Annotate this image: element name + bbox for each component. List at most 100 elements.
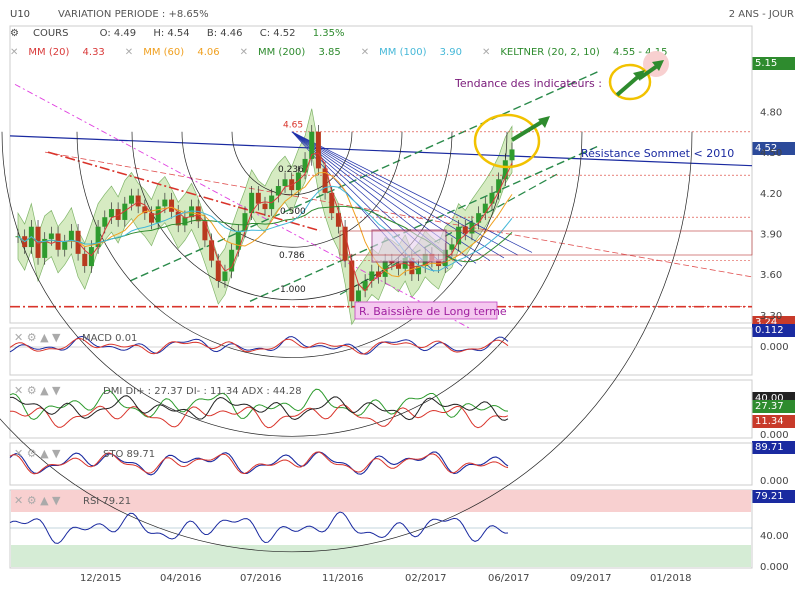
- y-tick-label: 4.50: [760, 148, 782, 159]
- candle-body: [215, 260, 221, 281]
- ma-legend-item[interactable]: ✕ MM (20) 4.33: [10, 47, 105, 58]
- di-plus-tag: 27.37: [752, 400, 795, 413]
- rsi-panel-controls: ✕ ⚙ ▲ ▼: [14, 494, 61, 507]
- channel-line-upper: [129, 70, 601, 282]
- series-settings[interactable]: ⚙ COURS: [10, 28, 69, 39]
- candle-body: [108, 209, 114, 218]
- candle-body: [449, 244, 455, 250]
- rsi-tag: 79.21: [752, 490, 795, 503]
- di-minus-tag: 11.34: [752, 415, 795, 428]
- breakout-oval: [473, 113, 541, 169]
- rsi-oversold-zone: [11, 545, 751, 567]
- candle-body: [262, 203, 268, 210]
- candle-body: [62, 241, 68, 250]
- candle-body: [489, 192, 495, 204]
- rsi-legend: RSI 79.21: [83, 496, 131, 507]
- price-tag: 5.15: [752, 57, 795, 70]
- macd-line: [9, 335, 509, 355]
- adx-line: [10, 395, 509, 421]
- candle-body: [462, 226, 468, 234]
- candle-body: [322, 168, 328, 193]
- fib-05-label: 0.500: [280, 207, 306, 217]
- candle-body: [222, 271, 228, 281]
- sto-zero-label: 0.000: [760, 476, 789, 487]
- fib-arc: [181, 131, 403, 248]
- close-value: C: 4.52 1.35%: [259, 28, 345, 39]
- trend-arrowhead: [633, 70, 645, 81]
- ma-legend-item[interactable]: ✕ MM (60) 4.06: [124, 47, 220, 58]
- candle-body: [202, 221, 208, 241]
- candle-body: [48, 233, 54, 239]
- candle-body: [128, 195, 134, 204]
- candle-body: [68, 230, 74, 242]
- candle-body: [295, 172, 301, 191]
- ma-value: 4.55 - 4.15: [612, 47, 668, 58]
- fib-1-label: 1.000: [280, 285, 306, 295]
- long-term-bearish-line: [14, 83, 471, 329]
- macd-panel-controls: ✕ ⚙ ▲ ▼: [14, 331, 61, 344]
- sto-panel: [9, 442, 753, 486]
- dmi-zero-label: 0.000: [760, 430, 789, 441]
- candle-body: [149, 213, 155, 223]
- x-tick-label: 11/2016: [322, 573, 364, 584]
- ma-legend-item[interactable]: ✕ MM (200) 3.85: [239, 47, 341, 58]
- resistance-text: Résistance Sommet < 2010: [581, 147, 734, 160]
- ohlc-legend: ⚙ COURS O: 4.49 H: 4.54 B: 4.46 C: 4.52 1…: [10, 28, 510, 42]
- candle-body: [335, 213, 341, 227]
- candle-body: [369, 271, 375, 281]
- x-tick-label: 04/2016: [160, 573, 202, 584]
- moving-average-line: [17, 185, 513, 272]
- consolidation-box: [371, 229, 447, 263]
- x-tick-label: 06/2017: [488, 573, 530, 584]
- ma-label: MM (100): [379, 47, 430, 58]
- ma-legend-item[interactable]: ✕ KELTNER (20, 2, 10) 4.55 - 4.15: [481, 47, 668, 58]
- candle-body: [362, 280, 368, 291]
- candle-body: [282, 179, 288, 187]
- di-plus-line: [9, 388, 509, 421]
- candle-body: [255, 192, 261, 204]
- period-selector[interactable]: 2 ANS - JOUR: [728, 9, 794, 20]
- candle-body: [95, 226, 101, 248]
- trend-oval: [608, 63, 652, 101]
- x-tick-label: 02/2017: [405, 573, 447, 584]
- high-value: H: 4.54: [153, 28, 190, 39]
- y-tick-label: 3.60: [760, 270, 782, 281]
- candle-body: [416, 266, 422, 275]
- range-box: [339, 230, 753, 256]
- macd-tag: 0.112: [752, 324, 795, 337]
- candle-body: [249, 192, 255, 214]
- gann-fan-line: [291, 131, 519, 256]
- variation-label: VARIATION PERIODE : +8.65%: [58, 9, 209, 20]
- chart-header: U10 VARIATION PERIODE : +8.65% 2 ANS - J…: [10, 9, 794, 23]
- candle-body: [235, 230, 241, 250]
- sto-panel-controls: ✕ ⚙ ▲ ▼: [14, 447, 61, 460]
- candle-body: [396, 263, 402, 269]
- candle-body: [189, 206, 195, 218]
- sto-tag: 89.71: [752, 441, 795, 454]
- ma-label: MM (20): [28, 47, 73, 58]
- breakout-arrow: [510, 118, 547, 142]
- candle-body: [309, 131, 315, 159]
- candle-body: [209, 240, 215, 261]
- candle-body: [135, 195, 141, 207]
- candle-body: [175, 211, 181, 226]
- y-tick-label: 3.90: [760, 230, 782, 241]
- price-panel: [9, 25, 753, 324]
- candle-body: [102, 217, 108, 227]
- breakout-arrowhead: [538, 116, 550, 128]
- baissiere-box: [354, 301, 498, 320]
- candle-body: [42, 238, 48, 258]
- dmi-panel: [9, 379, 753, 439]
- ma-value: 4.06: [197, 47, 220, 58]
- candle-body: [409, 257, 415, 275]
- ma-value: 4.33: [82, 47, 105, 58]
- ma-legend-item[interactable]: ✕ MM (100) 3.90: [360, 47, 462, 58]
- bearish-trend-line: [47, 151, 321, 232]
- y-tick-label: 4.80: [760, 107, 782, 118]
- low-value: B: 4.46: [206, 28, 243, 39]
- macd-signal-line: [9, 337, 509, 355]
- candle-body: [349, 260, 355, 302]
- candle-body: [88, 247, 94, 267]
- fib-arc: [1, 131, 583, 437]
